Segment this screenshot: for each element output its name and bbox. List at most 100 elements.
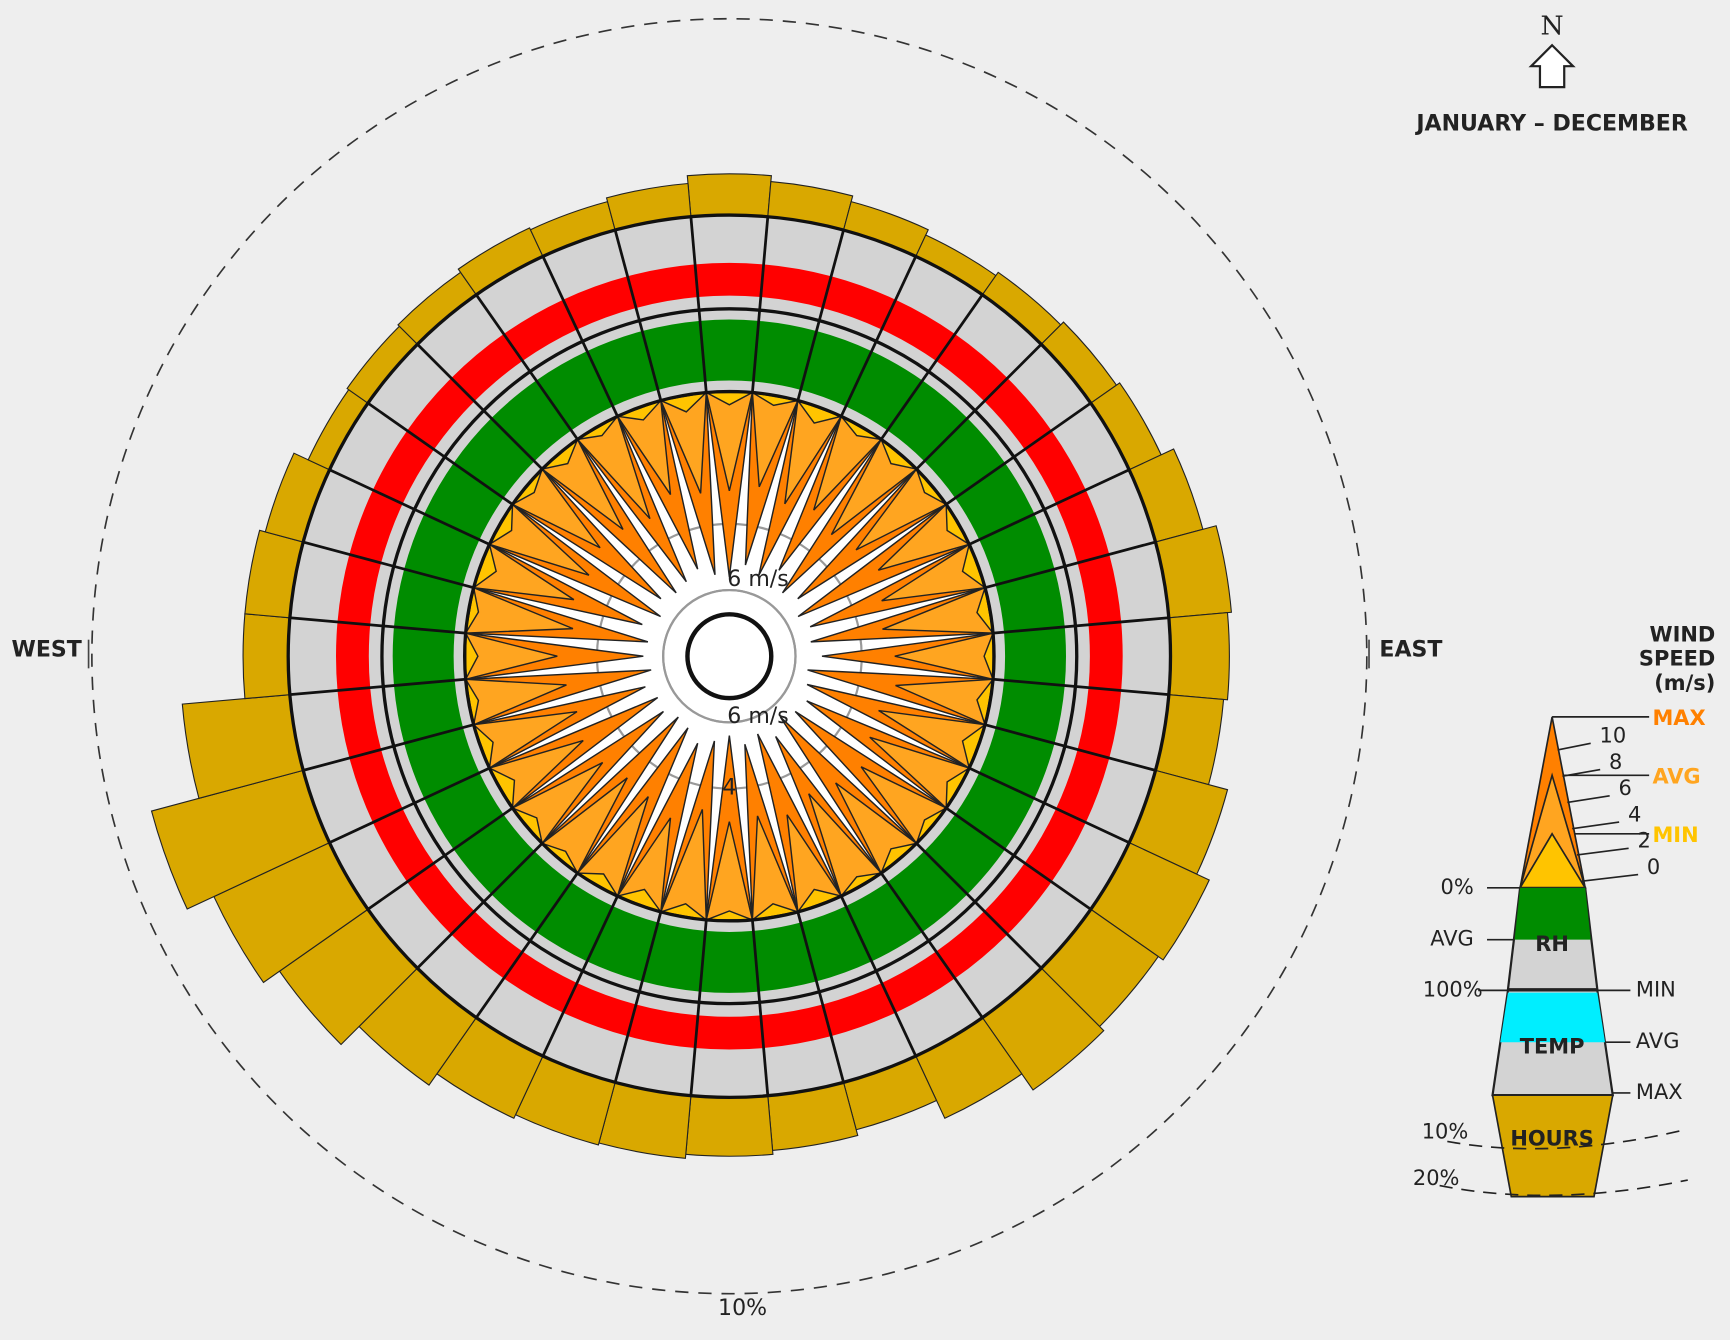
sector-spoke (328, 766, 491, 844)
sector-spoke (968, 766, 1130, 844)
sector-spoke (984, 723, 1156, 772)
temp-band (881, 299, 955, 361)
sector-spoke (302, 540, 475, 590)
temp-band (822, 276, 896, 330)
sector-spoke (613, 911, 663, 1083)
wind-tick-circle (662, 588, 797, 724)
hours-ring (91, 17, 1368, 1295)
temp-band (760, 264, 832, 308)
legend-temp-avg: AVG (1636, 1029, 1680, 1053)
sector-spoke (992, 616, 1169, 635)
rh-band (491, 380, 572, 462)
rh-band (955, 463, 1035, 540)
sector-spoke (302, 723, 475, 772)
legend-title: WIND (1650, 622, 1716, 646)
sector-spoke (945, 806, 1092, 911)
rh-band (392, 626, 455, 686)
temp-band (695, 1015, 764, 1050)
ring-border (286, 213, 1173, 1100)
temp-band (451, 334, 523, 402)
temp-band (563, 276, 637, 330)
center-circle (685, 612, 774, 701)
hours-bar (242, 613, 291, 700)
east-label: EAST (1379, 638, 1442, 663)
sector-spoke (289, 616, 466, 635)
legend-rh-top: 0% (1441, 875, 1474, 899)
ring-border (380, 307, 1079, 1006)
temp-band (1077, 554, 1122, 625)
temp-band (822, 982, 896, 1037)
sector-spoke (839, 895, 918, 1057)
sector-spoke (475, 294, 579, 441)
legend-speed-tick (1581, 873, 1639, 883)
legend-temp-band (1500, 992, 1606, 1043)
sector-spoke (689, 919, 708, 1096)
legend-max-label: MAX (1652, 706, 1705, 730)
sector-spoke (475, 872, 579, 1019)
sector-spoke (689, 216, 708, 393)
legend-hours-ring (1439, 1179, 1688, 1197)
north-arrow (1528, 43, 1576, 89)
legend-speed-tick (1557, 742, 1591, 751)
temp-band (337, 554, 382, 625)
rose: 10% 6 m/s 6 m/s 4 (91, 17, 1368, 1321)
legend-speed-tick (1567, 795, 1610, 804)
temp-band (695, 262, 764, 298)
temp-band (349, 489, 403, 563)
legend-hours-tick: 10% (1422, 1120, 1469, 1144)
legend-hours-tick: 20% (1413, 1166, 1460, 1190)
legend-avg-label: AVG (1652, 765, 1700, 789)
temp-band (936, 911, 1008, 979)
temp-band (1088, 621, 1123, 691)
legend-temp-max: MAX (1636, 1080, 1683, 1104)
rh-band (1004, 626, 1067, 686)
legend-speed-tick (1572, 821, 1620, 830)
sector-spoke (367, 806, 514, 911)
rh-band (642, 320, 706, 390)
rh-band (995, 569, 1065, 633)
sector-spoke (328, 468, 491, 546)
legend-speed-tick (1562, 768, 1601, 778)
sector-spoke (367, 402, 514, 506)
rh-band (491, 851, 572, 932)
temp-band (1056, 489, 1110, 563)
hours-bar (1168, 612, 1230, 701)
sector-spoke (541, 895, 619, 1057)
west-label: WEST (12, 638, 82, 663)
temp-band (372, 430, 435, 504)
temp-band (1077, 687, 1122, 759)
rh-band (845, 882, 923, 962)
north-label: N (1541, 11, 1564, 42)
temp-band (349, 749, 403, 823)
temp-band (337, 687, 382, 759)
temp-band (760, 1004, 832, 1049)
temp-band (627, 1004, 698, 1049)
legend-speed-label: 2 (1637, 829, 1650, 853)
rh-band (393, 680, 464, 744)
sector-spoke (416, 343, 544, 471)
temp-band (1056, 749, 1110, 823)
rh-band (924, 418, 1006, 499)
sector-spoke (945, 402, 1092, 506)
hours-bar (685, 1095, 774, 1157)
temp-band (984, 378, 1052, 450)
temp-band (407, 378, 475, 450)
rh-band (393, 569, 464, 633)
rh-band (424, 463, 504, 540)
hours-bar (686, 173, 772, 218)
temp-band (984, 863, 1052, 935)
sector-spoke (541, 255, 619, 417)
rh-band (887, 851, 968, 932)
temp-band (881, 951, 955, 1013)
sector-spoke (915, 842, 1043, 970)
legend-speed-label: 0 (1647, 855, 1660, 879)
legend-rh-avg (1514, 887, 1591, 940)
rh-band (753, 320, 817, 390)
legend-hours (1491, 1094, 1614, 1198)
temp-band (336, 621, 371, 691)
sector-spoke (796, 911, 845, 1083)
sector-spoke (613, 229, 663, 401)
